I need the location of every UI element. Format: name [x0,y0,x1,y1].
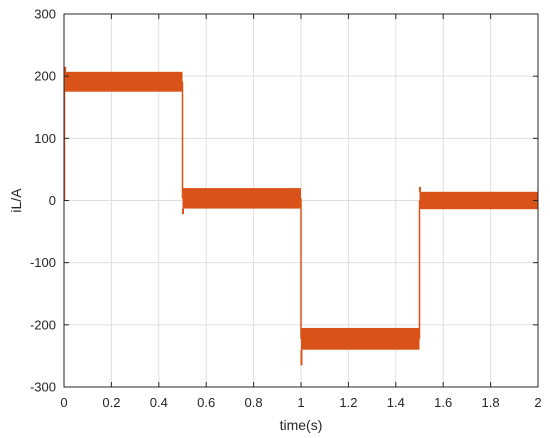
x-tick-label: 1 [297,395,304,410]
current-band-segment [182,188,301,209]
x-tick-label: 2 [534,395,541,410]
y-tick-label: -100 [30,255,56,270]
x-tick-label: 0.4 [150,395,168,410]
y-tick-label: 200 [34,69,56,84]
y-axis-title: iL/A [8,188,24,213]
x-tick-label: 1.2 [339,395,357,410]
current-band-segment [64,71,183,92]
y-tick-label: -200 [30,317,56,332]
y-tick-label: 100 [34,131,56,146]
plot-area [63,66,538,366]
y-tick-label: 0 [49,193,56,208]
x-tick-label: 0.2 [102,395,120,410]
current-band-segment [419,191,538,210]
x-tick-label: 1.4 [387,395,405,410]
x-tick-label: 0.8 [245,395,263,410]
y-tick-labels: -300 -200 -100 0 100 200 300 [30,7,56,395]
y-tick-label: 300 [34,7,56,22]
x-tick-labels: 0 0.2 0.4 0.6 0.8 1 1.2 1.4 1.6 1.8 2 [60,395,541,410]
x-tick-label: 0 [60,395,67,410]
x-axis-title: time(s) [280,417,323,433]
x-tick-label: 0.6 [197,395,215,410]
current-band-segment [301,327,420,350]
x-tick-label: 1.6 [434,395,452,410]
y-tick-label: -300 [30,380,56,395]
x-tick-label: 1.8 [482,395,500,410]
tick-marks [63,13,539,388]
